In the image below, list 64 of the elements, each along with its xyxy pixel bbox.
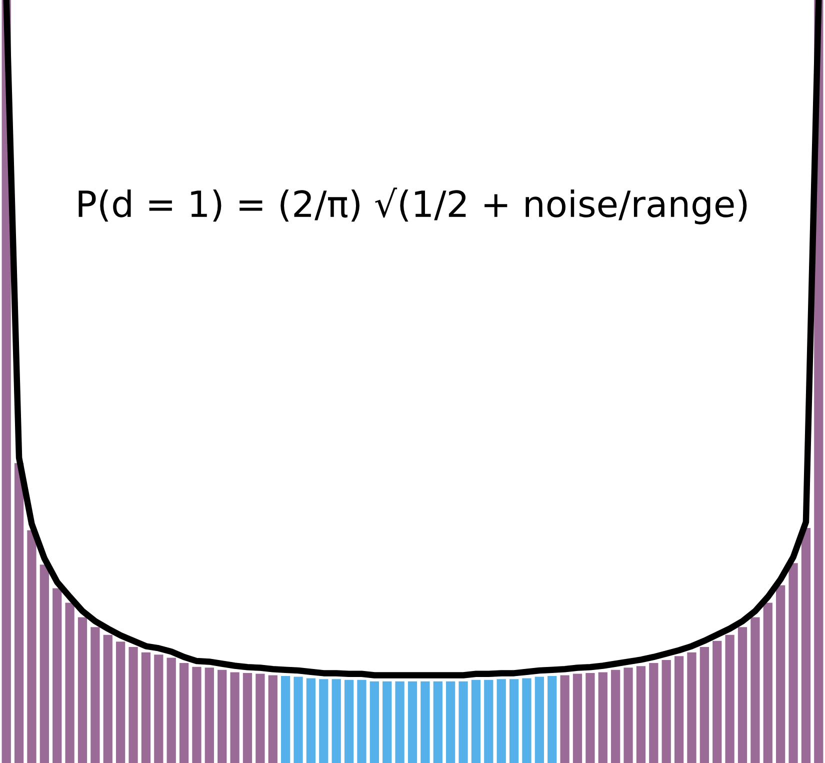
bar: [636, 666, 646, 763]
bar: [420, 681, 430, 763]
bar: [776, 585, 786, 763]
bar: [128, 647, 138, 763]
bar: [192, 666, 202, 763]
bar: [218, 670, 227, 763]
bar: [738, 627, 748, 763]
bar: [306, 678, 316, 763]
bar: [509, 679, 519, 763]
bar: [649, 663, 658, 763]
bar: [40, 564, 49, 763]
bar: [357, 680, 366, 763]
bar: [103, 634, 112, 763]
bar: [332, 679, 341, 763]
bar: [230, 672, 240, 763]
bar: [166, 658, 176, 763]
bar: [204, 668, 214, 763]
bar: [446, 681, 456, 763]
bar: [179, 663, 189, 763]
bar: [548, 676, 557, 763]
bar: [522, 678, 532, 763]
bar: [90, 627, 100, 763]
bar: [382, 681, 392, 763]
bar: [65, 602, 74, 763]
bar: [572, 674, 582, 763]
bar: [52, 588, 62, 763]
bar: [471, 680, 481, 763]
bar: [586, 672, 595, 763]
bar: [496, 679, 506, 763]
bar: [662, 660, 671, 763]
bar: [611, 670, 620, 763]
bar: [788, 563, 798, 763]
annotation: P(d = 1) = (2/π) √(1/2 + noise/range): [78, 188, 747, 224]
bar: [458, 681, 468, 763]
bar: [141, 652, 151, 763]
bar: [700, 647, 709, 763]
bar: [14, 463, 24, 763]
bar: [484, 680, 494, 763]
bar: [281, 676, 290, 763]
bar: [256, 674, 265, 763]
bar: [712, 640, 722, 763]
bar: [534, 676, 544, 763]
bar: [624, 668, 633, 763]
bar: [801, 528, 811, 763]
bar: [116, 642, 126, 763]
bar: [598, 672, 608, 763]
bar: [242, 672, 252, 763]
bar: [344, 680, 354, 763]
bar: [763, 602, 772, 763]
bar: [560, 675, 570, 763]
bar: [674, 656, 684, 763]
bar: [433, 681, 442, 763]
bar: [268, 675, 278, 763]
bar: [687, 652, 696, 763]
bar: [27, 530, 36, 763]
bar: [154, 654, 164, 763]
bar: [750, 617, 760, 763]
bar: [78, 617, 88, 763]
bar: [319, 679, 328, 763]
bar: [294, 676, 303, 763]
bar: [395, 681, 404, 763]
bar: [370, 681, 379, 763]
bar: [408, 681, 418, 763]
bar: [725, 634, 734, 763]
